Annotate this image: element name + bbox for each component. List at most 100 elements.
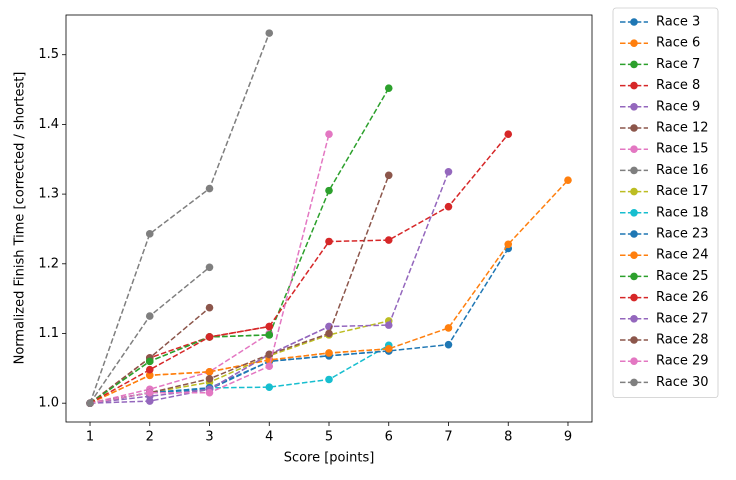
legend-label: Race 7 [656,57,700,72]
legend-marker [630,272,638,281]
legend-label: Race 25 [656,269,709,284]
data-point [145,371,154,380]
data-point [444,340,453,349]
data-point [265,350,274,359]
legend-label: Race 12 [656,121,709,136]
y-tick-label: 1.4 [38,117,59,132]
x-tick-label: 6 [385,430,393,445]
data-point [265,383,274,391]
legend-marker [630,60,638,69]
y-tick-label: 1.3 [38,187,59,202]
legend-marker [630,18,638,26]
series-line [89,133,509,404]
legend-label: Race 6 [656,36,700,51]
data-point [145,365,154,374]
x-tick-label: 5 [325,430,333,445]
y-tick-label: 1.0 [38,396,59,411]
series-line [89,179,569,404]
legend-label: Race 23 [656,227,709,242]
series [86,130,333,407]
legend-label: Race 16 [656,163,709,178]
data-point [504,130,513,138]
data-point [325,130,333,138]
legend-marker [630,187,638,196]
data-point [145,230,154,238]
data-point [325,237,333,246]
legend-marker [630,315,638,323]
data-point [265,322,274,331]
x-tick-label: 1 [86,430,94,445]
series-line [89,87,390,404]
legend-label: Race 30 [656,375,709,390]
data-point [325,186,333,195]
legend-label: Race 9 [656,99,700,114]
data-point [325,329,333,338]
series [86,168,453,407]
legend-marker [630,103,638,111]
data-point [205,374,214,383]
data-point [205,263,214,272]
legend-marker [630,336,638,344]
series [86,84,393,407]
data-point [265,29,274,37]
legend-box [612,7,719,399]
legend-label: Race 26 [656,290,709,305]
legend-label: Race 17 [656,184,709,199]
legend-label: Race 24 [656,248,709,263]
x-tick-label: 8 [504,430,512,445]
x-axis-label: Score [points] [284,451,375,466]
data-point [444,324,453,332]
x-tick-label: 9 [564,430,572,445]
legend-label: Race 18 [656,205,709,220]
y-tick-label: 1.2 [38,256,59,271]
legend-marker [630,81,638,90]
data-point [205,184,214,193]
data-point [325,375,333,384]
legend-marker [630,166,638,175]
data-point [145,397,154,405]
data-point [384,321,393,329]
series-line [89,248,509,404]
legend-marker [630,293,638,302]
series-line [89,320,389,404]
series-line [89,332,270,404]
legend-marker [630,39,638,47]
data-point [384,236,393,244]
data-point [444,168,453,176]
y-tick-label: 1.1 [38,326,59,341]
data-point [265,362,274,371]
series [86,29,274,407]
series-line [89,32,270,404]
data-point [145,312,154,320]
data-point [504,240,513,249]
legend-marker [630,209,638,217]
legend-marker [630,145,638,153]
data-point [384,171,393,180]
plot-frame [65,14,593,423]
data-point [145,357,154,366]
data-point [325,349,333,357]
data-point [205,303,214,312]
x-tick-label: 7 [444,430,452,445]
data-point [444,202,453,211]
series-line [89,350,389,404]
legend-marker [630,124,638,132]
legend-label: Race 3 [656,15,700,30]
legend-label: Race 28 [656,333,709,348]
x-tick-label: 3 [205,430,213,445]
data-point [384,345,393,353]
data-point [205,388,214,397]
y-tick-label: 1.5 [38,47,59,62]
legend-marker [630,357,638,366]
data-point [265,331,274,339]
legend-marker [630,230,638,238]
data-point [86,399,94,407]
legend-marker [630,378,638,387]
data-point [205,368,214,376]
data-point [145,388,154,397]
data-point [205,333,214,341]
data-point [564,176,572,184]
data-point [384,84,393,92]
legend-marker [630,251,638,259]
